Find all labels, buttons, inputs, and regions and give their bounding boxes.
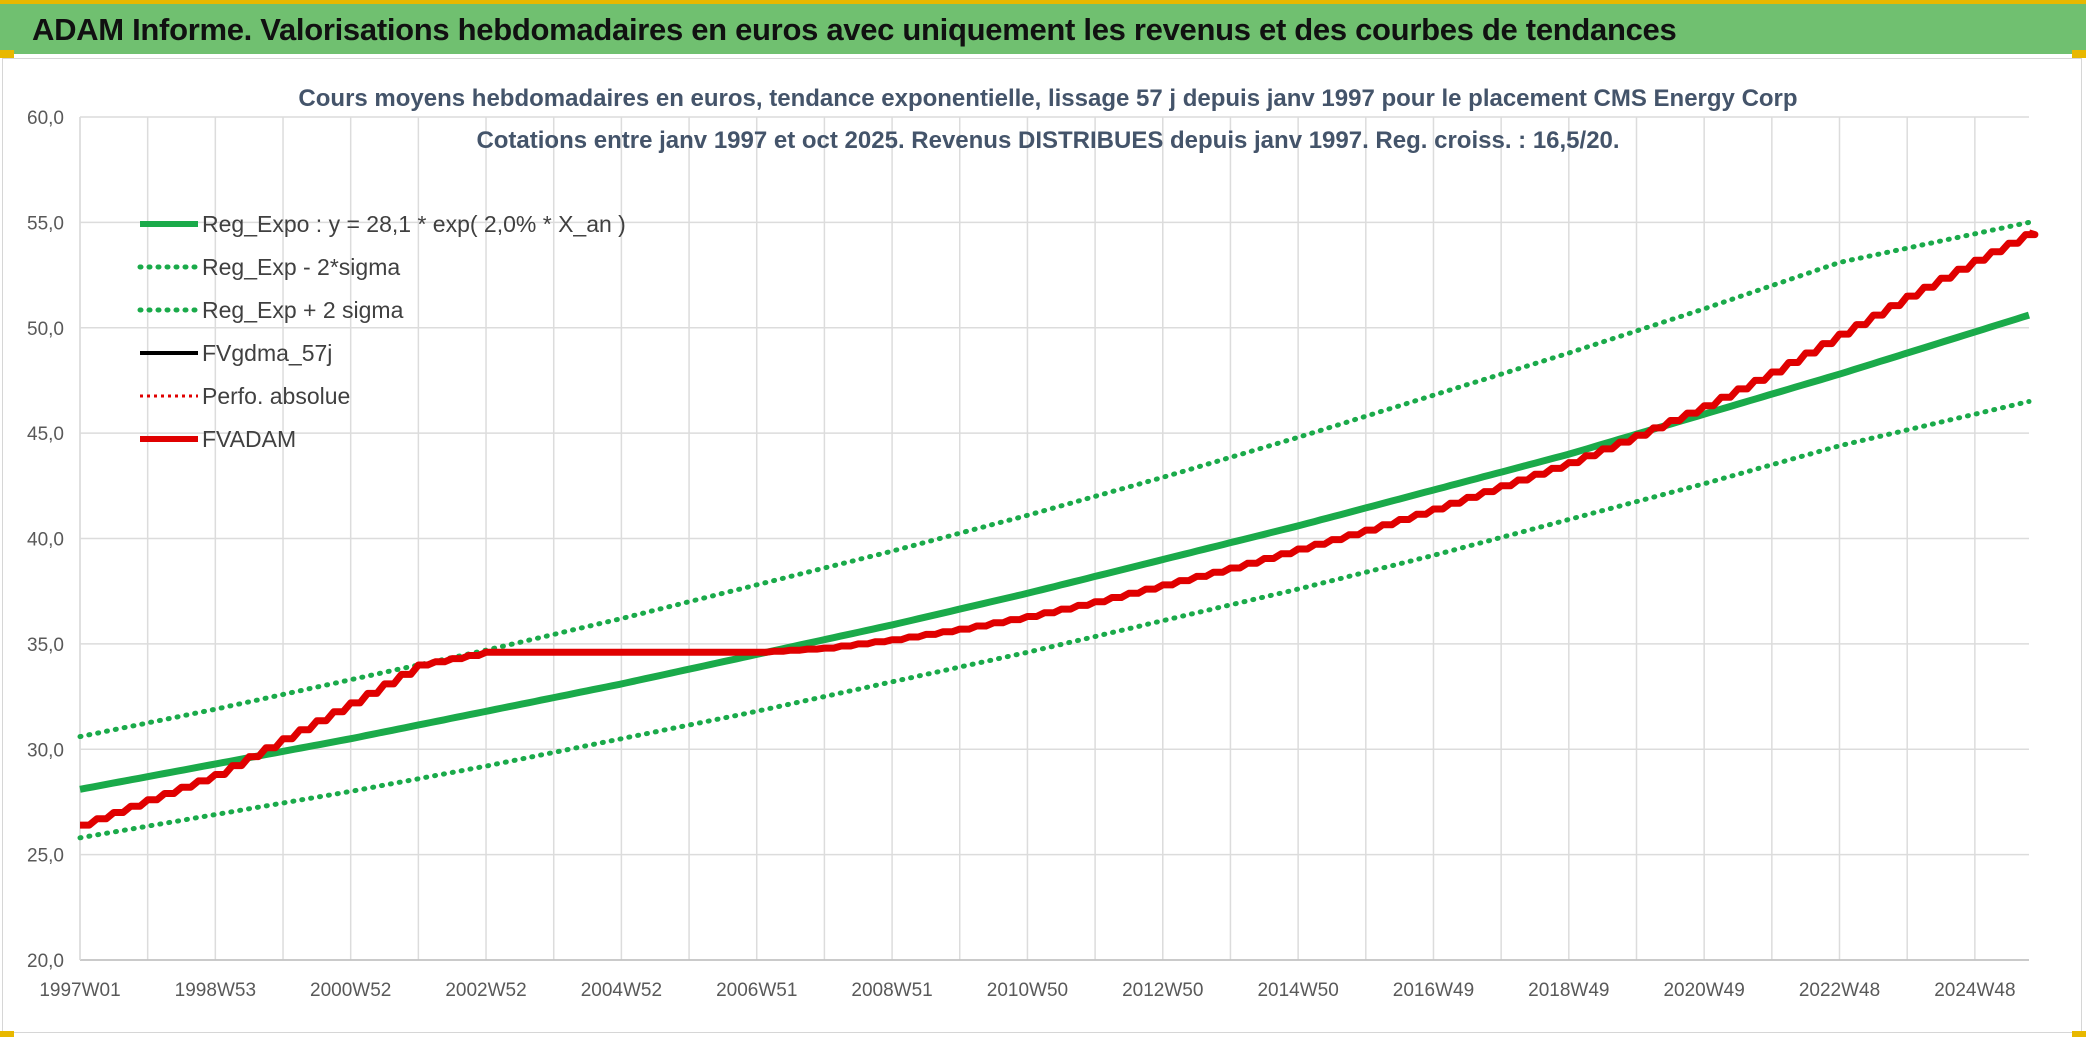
- legend-label: FVgdma_57j: [202, 340, 332, 366]
- x-tick-label: 2000W52: [310, 980, 391, 1001]
- y-tick-label: 25,0: [27, 846, 64, 867]
- x-tick-label: 2002W52: [445, 980, 526, 1001]
- y-tick-label: 35,0: [27, 635, 64, 656]
- legend-label: Reg_Exp - 2*sigma: [202, 254, 400, 280]
- legend-label: FVADAM: [202, 426, 296, 452]
- frame-accent-bottom-right: [2072, 1031, 2086, 1037]
- y-tick-label: 45,0: [27, 424, 64, 445]
- chart-area: 20,0 25,0 30,0 35,0 40,0 45,0 50,0 55,0 60,0 1997…: [2, 58, 2082, 1033]
- y-tick-label: 55,0: [27, 213, 64, 234]
- chart-subtitle: Cotations entre janv 1997 et oct 2025. R…: [476, 127, 1619, 154]
- chart-grid: [79, 116, 2029, 961]
- x-tick-label: 1997W01: [39, 980, 120, 1001]
- x-tick-label: 2008W51: [851, 980, 932, 1001]
- legend-label: Perfo. absolue: [202, 383, 350, 409]
- line-chart: 20,0 25,0 30,0 35,0 40,0 45,0 50,0 55,0 60,0 1997…: [27, 85, 2039, 1001]
- series-line: [77, 399, 2032, 841]
- y-tick-label: 20,0: [27, 951, 64, 972]
- series-line: [77, 219, 2032, 740]
- x-tick-label: 2012W50: [1122, 980, 1203, 1001]
- x-tick-label: 1998W53: [175, 980, 256, 1001]
- chart-legend: Reg_Expo : y = 28,1 * exp( 2,0% * X_an )…: [137, 211, 626, 452]
- x-tick-label: 2022W48: [1799, 980, 1880, 1001]
- y-tick-label: 60,0: [27, 108, 64, 129]
- x-tick-label: 2004W52: [581, 980, 662, 1001]
- chart-title: Cours moyens hebdomadaires en euros, ten…: [298, 85, 1797, 112]
- x-tick-label: 2024W48: [1934, 980, 2015, 1001]
- frame-accent-bottom-left: [0, 1031, 14, 1037]
- series-line: [79, 311, 2031, 793]
- y-tick-label: 40,0: [27, 530, 64, 551]
- series-line: [80, 229, 2039, 829]
- x-tick-label: 2010W50: [987, 980, 1068, 1001]
- page-title: ADAM Informe. Valorisations hebdomadaire…: [32, 12, 1677, 47]
- legend-label: Reg_Expo : y = 28,1 * exp( 2,0% * X_an ): [202, 211, 626, 237]
- chart-series: [77, 219, 2039, 841]
- x-tick-label: 2018W49: [1528, 980, 1609, 1001]
- title-accent-left: [0, 50, 14, 58]
- chart-axes: 20,0 25,0 30,0 35,0 40,0 45,0 50,0 55,0 60,0 1997…: [27, 108, 2029, 1001]
- x-tick-label: 2016W49: [1393, 980, 1474, 1001]
- y-tick-label: 30,0: [27, 740, 64, 761]
- x-tick-label: 2014W50: [1257, 980, 1338, 1001]
- title-accent-right: [2072, 50, 2086, 58]
- y-tick-label: 50,0: [27, 319, 64, 340]
- x-tick-label: 2020W49: [1663, 980, 1744, 1001]
- legend-label: Reg_Exp + 2 sigma: [202, 297, 404, 323]
- x-tick-label: 2006W51: [716, 980, 797, 1001]
- title-bar: ADAM Informe. Valorisations hebdomadaire…: [0, 0, 2086, 58]
